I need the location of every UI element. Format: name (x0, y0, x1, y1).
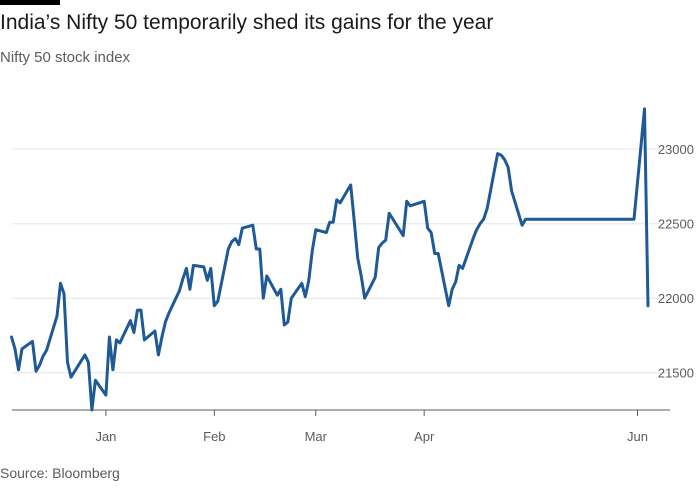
line-chart: Jan Feb Mar Apr Jun 21500 22000 22500 23000 (10, 107, 694, 444)
x-tick-label: Feb (203, 429, 225, 444)
chart-subtitle: Nifty 50 stock index (0, 49, 131, 66)
x-tick-label: Jun (627, 429, 648, 444)
gridlines (12, 148, 670, 374)
series-layer (10, 107, 650, 412)
x-axis-ticks: Jan Feb Mar Apr Jun (95, 410, 648, 444)
brand-bar (0, 0, 60, 5)
y-tick-label: 21500 (658, 366, 694, 381)
chart-title: India’s Nifty 50 temporarily shed its ga… (0, 11, 494, 34)
y-tick-label: 22500 (658, 217, 694, 232)
x-tick-label: Jan (95, 429, 116, 444)
x-tick-label: Apr (414, 429, 435, 444)
source-note: Source: Bloomberg (0, 465, 120, 481)
y-tick-label: 23000 (658, 142, 694, 157)
series-line-nifty-50 (10, 107, 650, 412)
y-axis-labels: 21500 22000 22500 23000 (658, 142, 694, 381)
x-tick-label: Mar (305, 429, 328, 444)
y-tick-label: 22000 (658, 291, 694, 306)
